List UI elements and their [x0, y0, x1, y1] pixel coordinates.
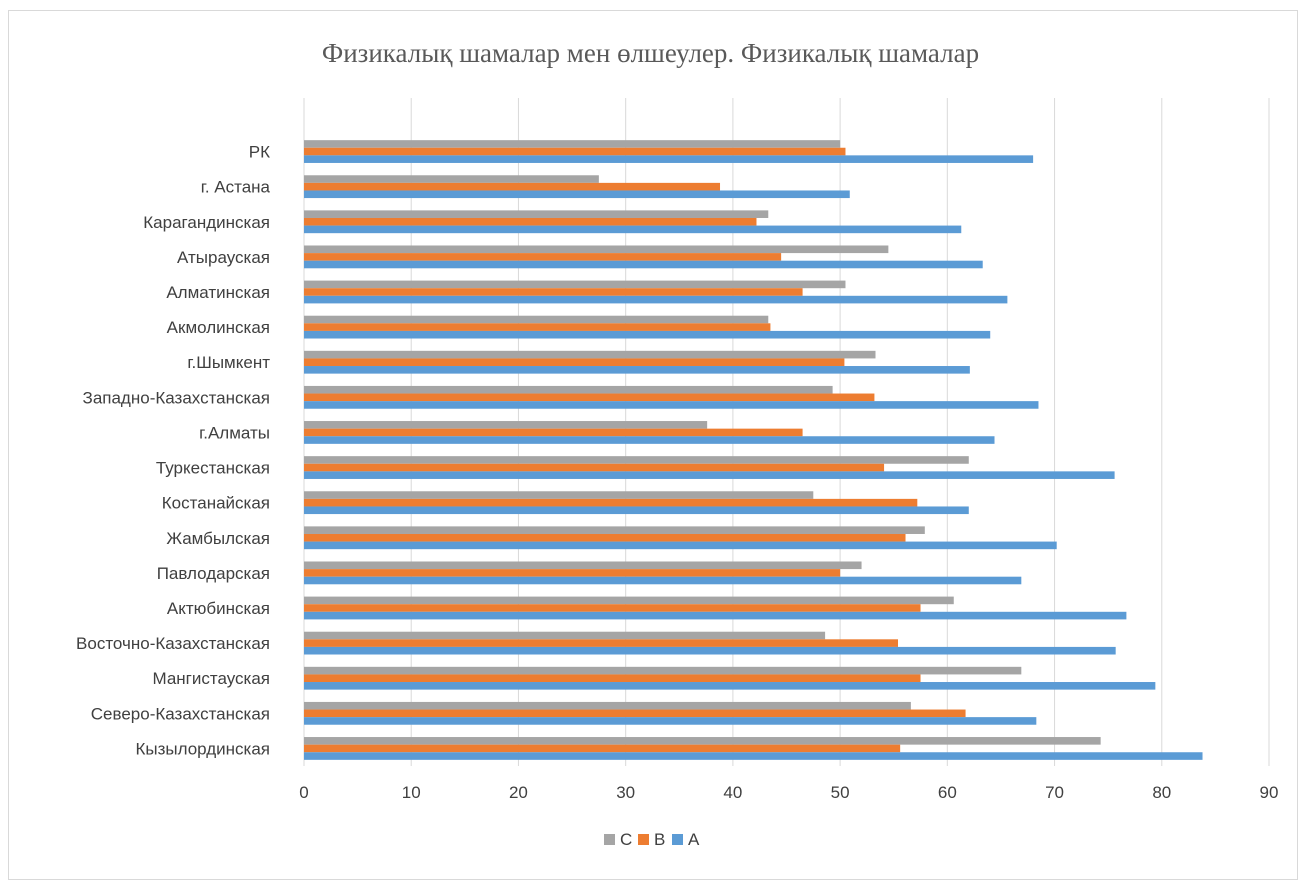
bar-b [304, 639, 899, 647]
tick-label: 40 [723, 783, 742, 802]
legend-swatch-c [604, 834, 615, 845]
category-labels: РК г. Астана Карагандинская Атырауская Алмат… [76, 143, 271, 759]
bars [304, 140, 1203, 760]
bar-b [304, 428, 803, 437]
bar-b [304, 288, 803, 296]
bar-c [304, 421, 708, 429]
category-label: Карагандинская [143, 213, 270, 232]
bar-a [304, 611, 1127, 620]
tick-label: 0 [299, 783, 308, 802]
bar-c [304, 456, 969, 464]
tick-label: 80 [1152, 783, 1171, 802]
bar-b [304, 533, 906, 542]
bar-c [304, 280, 846, 289]
bar-c [304, 315, 769, 324]
bar-a [304, 682, 1156, 690]
category-label: Туркестанская [156, 459, 270, 478]
tick-label: 90 [1260, 783, 1279, 802]
bar-c [304, 350, 876, 359]
bar-c [304, 526, 925, 534]
legend-swatch-a [672, 834, 683, 845]
bar-a [304, 576, 1022, 585]
bar-c [304, 385, 833, 394]
category-label: Акмолинская [167, 318, 270, 337]
bar-a [304, 752, 1203, 760]
category-label: Северо-Казахстанская [91, 704, 270, 723]
bar-a [304, 717, 1037, 725]
tick-labels: 0 10 20 30 40 50 60 70 80 90 [299, 783, 1278, 802]
bar-a [304, 366, 970, 374]
category-label: Костанайская [162, 494, 270, 513]
category-label: РК [249, 143, 270, 162]
bar-c [304, 596, 954, 605]
bar-c [304, 491, 814, 499]
legend-label-a: A [688, 830, 700, 849]
category-label: Мангистауская [152, 669, 270, 688]
gridlines [303, 98, 1270, 766]
category-label: Восточно-Казахстанская [76, 634, 270, 653]
bar-b [304, 744, 901, 753]
bar-b [304, 253, 782, 261]
category-label: Алматинская [166, 283, 270, 302]
category-label: Актюбинская [167, 599, 270, 618]
category-label: Атырауская [177, 248, 270, 267]
bar-c [304, 666, 1022, 675]
category-label: г. Астана [201, 178, 271, 197]
bar-a [304, 190, 850, 199]
category-label: Жамбылская [166, 529, 270, 548]
bar-a [304, 436, 995, 444]
category-label: г.Шымкент [187, 353, 270, 372]
bar-b [304, 674, 921, 683]
bar-b [304, 463, 885, 472]
bar-c [304, 210, 769, 218]
bar-b [304, 217, 757, 226]
bar-b [304, 182, 721, 191]
bar-c [304, 140, 841, 148]
bar-b [304, 604, 921, 612]
bar-a [304, 471, 1115, 479]
bar-a [304, 155, 1034, 163]
bar-c [304, 245, 889, 254]
tick-label: 60 [938, 783, 957, 802]
chart-frame [8, 10, 1298, 880]
tick-label: 30 [616, 783, 635, 802]
bar-b [304, 498, 918, 507]
chart-title: Физикалық шамалар мен өлшеулер. Физикалы… [321, 38, 980, 68]
bar-b [304, 147, 846, 156]
category-label: Кызылординская [135, 739, 270, 758]
tick-label: 50 [831, 783, 850, 802]
tick-label: 70 [1045, 783, 1064, 802]
bar-a [304, 541, 1057, 550]
legend-label-b: B [654, 830, 665, 849]
legend-label-c: C [620, 830, 632, 849]
category-label: Павлодарская [157, 564, 270, 583]
bar-b [304, 709, 966, 718]
bar-c [304, 561, 862, 570]
tick-label: 20 [509, 783, 528, 802]
bar-a [304, 401, 1039, 409]
bar-c [304, 631, 826, 640]
bar-a [304, 330, 991, 339]
bar-a [304, 506, 969, 515]
bar-b [304, 569, 841, 577]
category-label: г.Алматы [199, 423, 270, 442]
bar-c [304, 175, 599, 183]
bar-a [304, 646, 1116, 655]
bar-a [304, 260, 983, 269]
bar-c [304, 737, 1101, 745]
bar-c [304, 701, 911, 710]
bar-b [304, 323, 771, 331]
bar-b [304, 358, 845, 367]
bar-b [304, 393, 875, 402]
tick-label: 10 [402, 783, 421, 802]
bar-a [304, 295, 1008, 304]
bar-a [304, 225, 962, 234]
category-label: Западно-Казахстанская [83, 388, 270, 407]
legend-swatch-b [638, 834, 649, 845]
